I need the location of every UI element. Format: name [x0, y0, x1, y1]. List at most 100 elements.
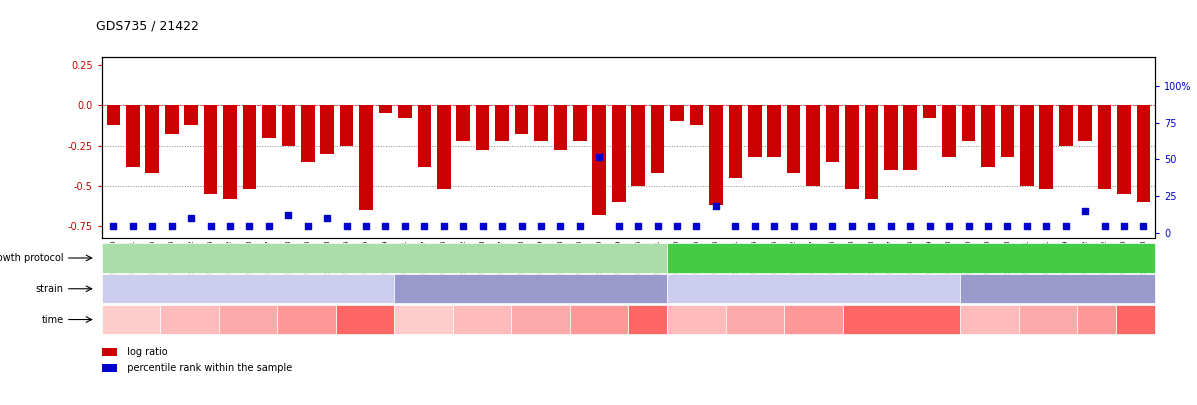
Point — [570, 222, 589, 229]
Point — [201, 222, 220, 229]
Point — [473, 222, 492, 229]
Bar — [359, 105, 372, 210]
Bar — [826, 105, 839, 162]
Point — [881, 222, 900, 229]
Bar — [243, 105, 256, 189]
Point — [765, 222, 784, 229]
Bar — [146, 105, 159, 173]
Point — [803, 222, 822, 229]
Bar — [1020, 105, 1034, 186]
Point — [1037, 222, 1056, 229]
Text: 4 wk: 4 wk — [470, 315, 494, 324]
Bar — [864, 105, 879, 199]
Text: high fat diet: high fat diet — [877, 253, 946, 263]
Bar — [399, 105, 412, 118]
Bar — [1059, 105, 1073, 146]
Bar — [885, 105, 898, 170]
Bar — [418, 105, 431, 166]
Bar — [748, 105, 761, 157]
Point — [746, 222, 765, 229]
Point — [1114, 222, 1134, 229]
Point — [978, 222, 997, 229]
Text: 24 wk: 24 wk — [584, 315, 615, 324]
Text: 40 wk: 40 wk — [350, 315, 381, 324]
Text: log ratio: log ratio — [121, 347, 168, 357]
Text: 24 wk: 24 wk — [1081, 315, 1112, 324]
Bar — [203, 105, 218, 194]
Point — [220, 222, 239, 229]
Bar — [729, 105, 742, 178]
Point — [104, 222, 123, 229]
Bar — [573, 105, 587, 141]
Point — [1017, 222, 1037, 229]
Text: growth protocol: growth protocol — [0, 253, 63, 263]
Point — [357, 222, 376, 229]
Point — [900, 222, 919, 229]
Text: 4 wk: 4 wk — [177, 315, 202, 324]
Bar — [262, 105, 275, 138]
Point — [338, 222, 357, 229]
Bar — [670, 105, 683, 121]
Bar — [786, 105, 801, 173]
Bar — [807, 105, 820, 186]
Bar — [612, 105, 626, 202]
Point — [531, 222, 551, 229]
Text: 40 wk: 40 wk — [632, 315, 663, 324]
Bar — [1039, 105, 1053, 189]
Text: 24 wk: 24 wk — [798, 315, 830, 324]
Point — [784, 222, 803, 229]
Point — [628, 222, 648, 229]
Point — [843, 222, 862, 229]
Point — [454, 222, 473, 229]
Bar — [651, 105, 664, 173]
Point — [940, 222, 959, 229]
Bar — [1078, 105, 1092, 141]
Point — [182, 215, 201, 222]
Bar — [961, 105, 976, 141]
Bar — [223, 105, 237, 199]
Text: 8 wk: 8 wk — [743, 315, 767, 324]
Point — [920, 222, 940, 229]
Point — [609, 222, 628, 229]
Bar — [904, 105, 917, 170]
Text: C57BL/6: C57BL/6 — [1034, 284, 1081, 294]
Bar — [845, 105, 858, 189]
Point — [279, 212, 298, 219]
Bar — [553, 105, 567, 150]
Bar — [1098, 105, 1111, 189]
Text: time: time — [42, 315, 63, 324]
Point — [512, 222, 531, 229]
Point — [1056, 222, 1075, 229]
Text: 8 wk: 8 wk — [528, 315, 553, 324]
Text: 8 wk: 8 wk — [1035, 315, 1061, 324]
Bar — [340, 105, 353, 146]
Point — [998, 222, 1017, 229]
Bar — [321, 105, 334, 153]
Point — [492, 222, 511, 229]
Bar — [534, 105, 548, 141]
Point — [123, 222, 142, 229]
Text: strain: strain — [36, 284, 63, 294]
Bar — [281, 105, 296, 146]
Text: C3H/HeJ: C3H/HeJ — [225, 284, 271, 294]
Point — [1134, 222, 1153, 229]
Bar — [496, 105, 509, 141]
Point — [260, 222, 279, 229]
Point — [395, 222, 414, 229]
Bar — [107, 105, 120, 125]
Point — [317, 215, 336, 222]
Point — [239, 222, 259, 229]
Point — [415, 222, 435, 229]
Point — [959, 222, 978, 229]
Text: C57BL/6: C57BL/6 — [508, 284, 554, 294]
Point — [1076, 208, 1095, 214]
Point — [1095, 222, 1114, 229]
Bar — [300, 105, 315, 162]
Point — [435, 222, 454, 229]
Bar — [1137, 105, 1150, 202]
Bar — [515, 105, 528, 134]
Text: 4 wk: 4 wk — [685, 315, 709, 324]
Bar — [709, 105, 723, 205]
Text: C3H/HeJ: C3H/HeJ — [791, 284, 837, 294]
Bar — [1001, 105, 1014, 157]
